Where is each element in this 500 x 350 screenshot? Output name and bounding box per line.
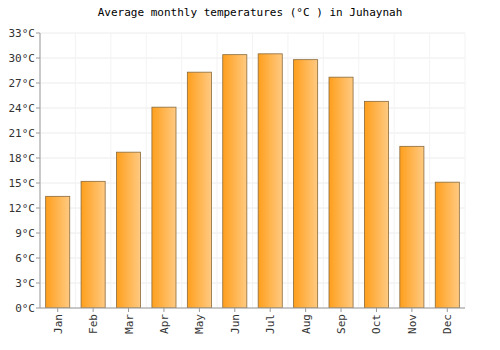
chart-container: Average monthly temperatures (°C ) in Ju… <box>0 0 500 350</box>
x-tick-label: Mar <box>123 314 136 334</box>
y-tick-label: 21°C <box>9 127 36 140</box>
x-tick-label: Nov <box>406 314 419 334</box>
y-tick <box>36 208 40 209</box>
y-tick <box>36 258 40 259</box>
grid-line-vertical <box>287 33 288 308</box>
x-tick-label: Sep <box>335 314 348 334</box>
y-tick-label: 0°C <box>15 302 35 315</box>
grid-line-vertical <box>75 33 76 308</box>
x-tick <box>341 308 342 312</box>
bar <box>187 72 211 308</box>
y-tick-label: 15°C <box>9 177 36 190</box>
grid-line-vertical <box>252 33 253 308</box>
y-tick <box>36 308 40 309</box>
x-tick-label: Oct <box>370 314 383 334</box>
x-tick <box>270 308 271 312</box>
grid-line-vertical <box>323 33 324 308</box>
y-tick <box>36 108 40 109</box>
x-tick-label: Feb <box>87 314 100 334</box>
y-tick <box>36 33 40 34</box>
bar <box>400 146 424 308</box>
bar <box>223 55 247 308</box>
grid-line-vertical <box>465 33 466 308</box>
y-axis <box>40 33 41 308</box>
grid-line-vertical <box>429 33 430 308</box>
bars <box>46 54 460 308</box>
x-tick <box>163 308 164 312</box>
x-tick <box>305 308 306 312</box>
y-tick-label: 33°C <box>9 27 36 40</box>
x-tick <box>57 308 58 312</box>
y-tick-label: 12°C <box>9 202 36 215</box>
title: Average monthly temperatures (°C ) in Ju… <box>98 6 403 19</box>
y-tick-label: 3°C <box>15 277 35 290</box>
bar <box>117 152 141 308</box>
x-tick-label: Jun <box>229 314 242 334</box>
x-tick-label: Jan <box>52 314 65 334</box>
bar <box>294 60 318 308</box>
chart-svg: Average monthly temperatures (°C ) in Ju… <box>0 0 500 350</box>
y-tick <box>36 58 40 59</box>
y-tick-label: 30°C <box>9 52 36 65</box>
x-tick <box>447 308 448 312</box>
grid-line-vertical <box>394 33 395 308</box>
x-tick-label: Jul <box>264 314 277 334</box>
x-tick-label: Aug <box>300 314 313 334</box>
y-tick <box>36 83 40 84</box>
y-tick <box>36 183 40 184</box>
grid-line-vertical <box>181 33 182 308</box>
x-tick-label: May <box>193 314 206 334</box>
y-tick <box>36 283 40 284</box>
y-tick-label: 27°C <box>9 77 36 90</box>
bar <box>46 196 70 308</box>
x-tick <box>411 308 412 312</box>
y-tick-label: 9°C <box>15 227 35 240</box>
bar <box>152 107 176 308</box>
bar <box>329 77 353 308</box>
x-tick <box>199 308 200 312</box>
bar <box>258 54 282 308</box>
y-tick-label: 6°C <box>15 252 35 265</box>
x-tick <box>376 308 377 312</box>
bar <box>81 181 105 308</box>
grid-line-vertical <box>217 33 218 308</box>
y-tick-label: 24°C <box>9 102 36 115</box>
x-axis <box>40 308 465 309</box>
grid-line <box>40 308 465 309</box>
x-tick-label: Dec <box>441 314 454 334</box>
grid-line-vertical <box>110 33 111 308</box>
y-tick <box>36 233 40 234</box>
y-tick <box>36 158 40 159</box>
grid-line-vertical <box>40 33 41 308</box>
x-tick <box>128 308 129 312</box>
bar <box>364 101 388 308</box>
x-tick-label: Apr <box>158 314 171 334</box>
background <box>0 0 500 350</box>
x-tick <box>93 308 94 312</box>
x-tick <box>234 308 235 312</box>
grid-line-vertical <box>146 33 147 308</box>
grid-line-vertical <box>358 33 359 308</box>
y-tick-label: 18°C <box>9 152 36 165</box>
y-tick <box>36 133 40 134</box>
bar <box>435 182 459 308</box>
